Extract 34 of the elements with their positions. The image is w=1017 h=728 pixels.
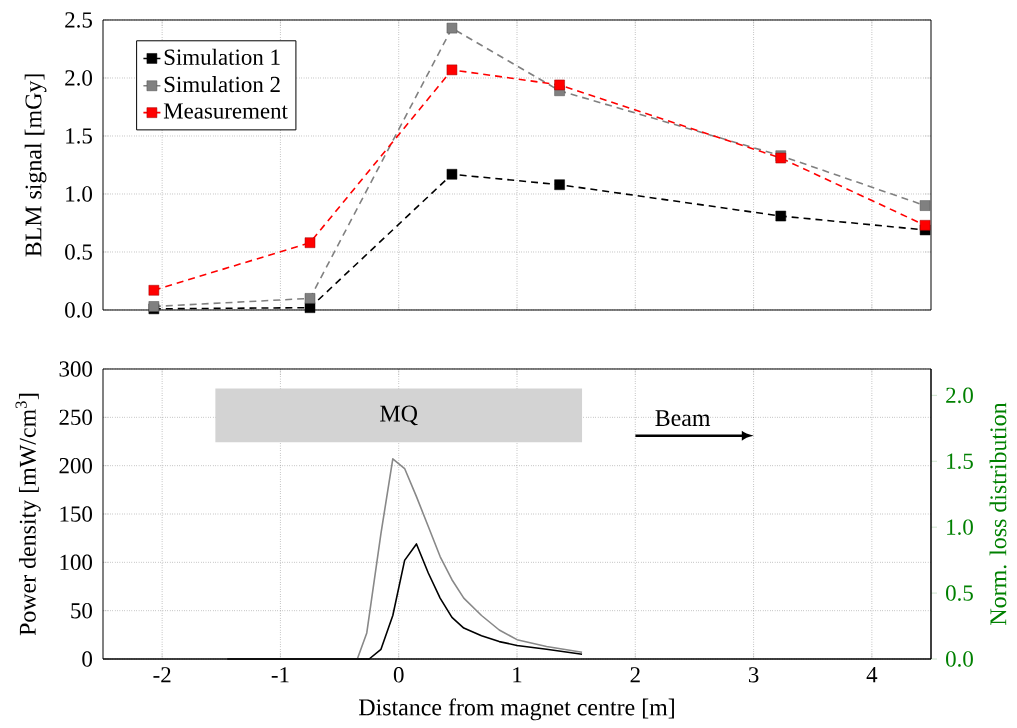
y-tick-label: 1.0 xyxy=(66,186,92,202)
y-tick-label: 0 xyxy=(82,651,92,667)
legend-label: Simulation 2 xyxy=(164,76,280,93)
y2-tick-label: 1.0 xyxy=(947,519,973,535)
legend-label: Measurement xyxy=(163,103,288,119)
y2-tick-label: 1.5 xyxy=(947,453,973,469)
y-axis-title: Power density [mW/cm$^{3}$] xyxy=(15,393,41,636)
x-tick-label: -2 xyxy=(153,667,171,683)
x-axis-title: Distance from magnet centre [m] xyxy=(359,698,674,721)
y-tick-label: 1.5 xyxy=(66,128,92,144)
y2-tick-label: 2.0 xyxy=(946,387,973,404)
y-axis-title: BLM signal [mGy] xyxy=(24,74,47,257)
y-tick-label: 150 xyxy=(60,506,92,522)
y-tick-label: 50 xyxy=(71,602,92,619)
y-tick-label: 100 xyxy=(60,554,92,571)
y-tick-label: 0.5 xyxy=(65,244,92,260)
y-tick-label: 2.5 xyxy=(65,12,92,28)
annotation: Beam xyxy=(655,410,711,427)
x-tick-label: -1 xyxy=(271,667,289,683)
y2-tick-label: 0.0 xyxy=(946,651,973,667)
y-tick-label: 250 xyxy=(59,409,92,426)
x-tick-label: 1 xyxy=(513,667,522,683)
band-label: MQ xyxy=(380,405,418,426)
y-tick-label: 300 xyxy=(59,361,92,377)
y-tick-label: 200 xyxy=(59,457,92,474)
y2-tick-label: 0.5 xyxy=(946,585,973,601)
x-tick-label: 4 xyxy=(866,667,878,683)
legend-label: Simulation 1 xyxy=(164,48,280,65)
y2-axis-title: Norm. loss distribution xyxy=(989,402,1007,625)
y-tick-label: 2.0 xyxy=(65,70,92,86)
x-tick-label: 3 xyxy=(748,667,759,683)
x-tick-label: 2 xyxy=(630,667,640,683)
x-tick-label: 0 xyxy=(393,667,404,683)
y-tick-label: 0.0 xyxy=(65,302,92,318)
